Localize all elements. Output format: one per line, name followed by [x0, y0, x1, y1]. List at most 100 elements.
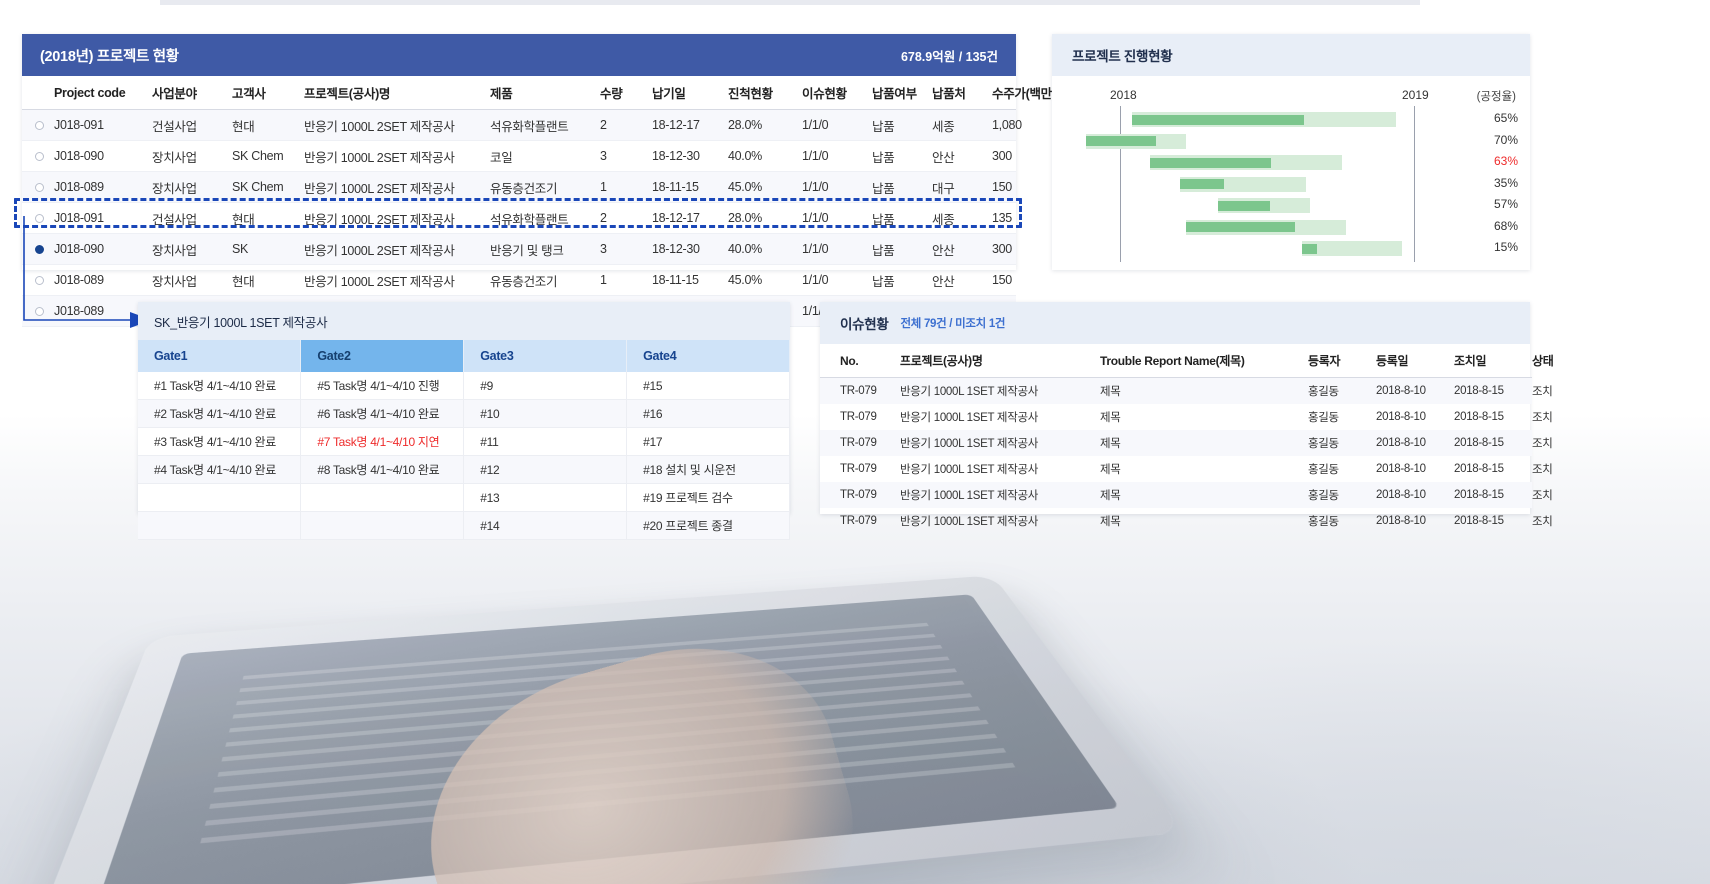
cell-issue: 1/1/0	[802, 180, 829, 194]
cell-product: 석유화학플랜트	[490, 212, 569, 227]
gate-task-cell[interactable]: #5 Task명 4/1~4/10 진행	[300, 372, 465, 400]
col-project-code[interactable]: Project code	[54, 76, 152, 110]
col-order-price[interactable]: 수주가(백만)	[992, 76, 1056, 110]
gate-table-header-row: Gate1 Gate2 Gate3 Gate4	[138, 340, 790, 372]
col-issue-actiondate[interactable]: 조치일	[1454, 344, 1532, 378]
issue-table-header-row: No. 프로젝트(공사)명 Trouble Report Name(제목) 등록…	[820, 344, 1554, 378]
col-project-name[interactable]: 프로젝트(공사)명	[304, 76, 490, 110]
gantt-bar-progress	[1086, 136, 1156, 146]
table-row[interactable]: TR-079 반응기 1000L 1SET 제작공사 제목 홍길동 2018-8-10 2…	[820, 456, 1553, 482]
gantt-bar-track[interactable]	[1302, 241, 1402, 256]
table-row[interactable]: J018-091 건설사업 현대 반응기 1000L 2SET 제작공사 석유화학플랜트…	[22, 109, 1022, 141]
col-issue-regdate[interactable]: 등록일	[1376, 344, 1454, 378]
table-row[interactable]: J018-089 장치사업 SK Chem 반응기 1000L 2SET 제작공사 유동…	[22, 171, 1016, 203]
col-product[interactable]: 제품	[490, 76, 600, 110]
gate-task-cell[interactable]: #7 Task명 4/1~4/10 지연	[300, 427, 465, 456]
radio-icon[interactable]	[35, 214, 44, 224]
gate-task-cell[interactable]: #10	[463, 399, 628, 428]
table-row[interactable]: #3 Task명 4/1~4/10 완료 #7 Task명 4/1~4/10 지연…	[138, 427, 790, 456]
radio-icon[interactable]	[35, 307, 44, 317]
cell-issue: 1/1/0	[802, 211, 829, 225]
cell-issue-actiondate: 2018-8-15	[1454, 463, 1504, 475]
row-select-radio[interactable]	[22, 234, 54, 265]
row-select-radio[interactable]	[22, 141, 54, 172]
gate-column-header-3[interactable]: Gate3	[463, 340, 628, 372]
radio-icon[interactable]	[35, 245, 44, 255]
gate-task-cell[interactable]: #14	[463, 511, 628, 540]
cell-order-price: 300	[992, 149, 1012, 163]
gate-task-cell[interactable]: #13	[463, 483, 628, 512]
table-row[interactable]: TR-079 반응기 1000L 1SET 제작공사 제목 홍길동 2018-8-10 2…	[820, 508, 1553, 534]
gate-task-cell[interactable]: #15	[626, 372, 790, 400]
table-row[interactable]: TR-079 반응기 1000L 1SET 제작공사 제목 홍길동 2018-8-10 2…	[820, 404, 1553, 430]
col-progress[interactable]: 진척현황	[728, 76, 802, 110]
table-row[interactable]: #2 Task명 4/1~4/10 완료 #6 Task명 4/1~4/10 완료…	[138, 399, 790, 428]
gate-task-cell[interactable]: #12	[463, 455, 628, 484]
radio-icon[interactable]	[35, 121, 44, 131]
gate-task-cell[interactable]: #2 Task명 4/1~4/10 완료	[138, 399, 302, 428]
gate-task-cell[interactable]: #11	[463, 427, 628, 456]
col-issue-writer[interactable]: 등록자	[1308, 344, 1376, 378]
gantt-bar-progress	[1302, 243, 1317, 254]
table-row[interactable]: J018-091 건설사업 현대 반응기 1000L 2SET 제작공사 석유화학플랜트…	[22, 203, 1016, 234]
col-quantity[interactable]: 수량	[600, 76, 652, 110]
cell-delivered: 납품	[872, 243, 895, 258]
gate-task-cell[interactable]: #16	[626, 399, 790, 428]
cell-quantity: 1	[600, 180, 607, 194]
table-row[interactable]: J018-090 장치사업 SK Chem 반응기 1000L 2SET 제작공사 코일…	[22, 141, 1016, 172]
gate-task-cell[interactable]: #9	[463, 372, 628, 400]
col-business-field[interactable]: 사업분야	[152, 76, 232, 110]
table-row[interactable]: #1 Task명 4/1~4/10 완료 #5 Task명 4/1~4/10 진행…	[138, 372, 790, 400]
cell-quantity: 3	[600, 149, 607, 163]
table-row[interactable]: #4 Task명 4/1~4/10 완료 #8 Task명 4/1~4/10 완료…	[138, 455, 790, 484]
cell-issue: 1/1/0	[802, 242, 829, 256]
cell-issue-no: TR-079	[840, 437, 877, 449]
col-delivered[interactable]: 납품여부	[872, 76, 932, 110]
cell-issue-no: TR-079	[840, 463, 877, 475]
gate-column-header-2[interactable]: Gate2	[300, 340, 465, 372]
table-row[interactable]: #14 #20 프로젝트 종결	[138, 511, 790, 540]
col-issue-no[interactable]: No.	[820, 344, 900, 378]
gate-column-header-4[interactable]: Gate4	[626, 340, 790, 372]
gate-task-cell[interactable]: #8 Task명 4/1~4/10 완료	[300, 455, 465, 484]
cell-business-field: 장치사업	[152, 181, 197, 196]
gate-task-cell[interactable]: #1 Task명 4/1~4/10 완료	[138, 372, 302, 400]
radio-icon[interactable]	[35, 152, 44, 162]
issue-status-panel: 이슈현황 전체 79건 / 미조치 1건 No. 프로젝트(공사)명 Troub…	[820, 302, 1554, 528]
cell-issue-actiondate: 2018-8-15	[1454, 489, 1504, 501]
gate-task-cell[interactable]: #6 Task명 4/1~4/10 완료	[300, 399, 465, 428]
col-due-date[interactable]: 납기일	[652, 76, 728, 110]
col-delivery-place[interactable]: 납품처	[932, 76, 992, 110]
table-row[interactable]: TR-079 반응기 1000L 1SET 제작공사 제목 홍길동 2018-8-10 2…	[820, 482, 1553, 508]
gate-task-cell[interactable]: #20 프로젝트 종결	[626, 511, 790, 540]
row-select-radio[interactable]	[22, 265, 54, 296]
col-issue-report[interactable]: Trouble Report Name(제목)	[1100, 344, 1308, 378]
table-row[interactable]: TR-079 반응기 1000L 1SET 제작공사 제목 홍길동 2018-8-10 2…	[820, 377, 1553, 404]
col-issue-project[interactable]: 프로젝트(공사)명	[900, 344, 1100, 378]
col-issue[interactable]: 이슈현황	[802, 76, 872, 110]
cell-project-code: J018-091	[54, 211, 104, 225]
cell-due-date: 18-12-30	[652, 149, 700, 163]
cell-issue-regdate: 2018-8-10	[1376, 385, 1426, 397]
row-select-radio[interactable]	[22, 296, 54, 327]
table-row[interactable]: #13 #19 프로젝트 검수	[138, 483, 790, 512]
gate-task-cell[interactable]: #3 Task명 4/1~4/10 완료	[138, 427, 302, 456]
radio-icon[interactable]	[35, 183, 44, 193]
gate-column-header-1[interactable]: Gate1	[138, 340, 302, 372]
gate-task-cell[interactable]: #19 프로젝트 검수	[626, 483, 790, 512]
table-row[interactable]: J018-090 장치사업 SK 반응기 1000L 2SET 제작공사 반응기 및 탱…	[22, 233, 1016, 265]
cell-issue-no: TR-079	[840, 411, 877, 423]
radio-icon[interactable]	[35, 276, 44, 286]
row-select-radio[interactable]	[22, 110, 54, 141]
gate-task-cell[interactable]: #18 설치 및 시운전	[626, 455, 790, 484]
table-row[interactable]: TR-079 반응기 1000L 1SET 제작공사 제목 홍길동 2018-8-10 2…	[820, 430, 1553, 456]
table-row[interactable]: J018-089 장치사업 현대 반응기 1000L 2SET 제작공사 유동층건조기 1…	[22, 265, 1016, 296]
gate-task-cell[interactable]: #4 Task명 4/1~4/10 완료	[138, 455, 302, 484]
gate-task-cell[interactable]: #17	[626, 427, 790, 456]
cell-order-price: 1,080	[992, 118, 1022, 132]
cell-progress: 45.0%	[728, 273, 762, 287]
cell-product: 유동층건조기	[490, 181, 558, 196]
col-client[interactable]: 고객사	[232, 76, 304, 110]
row-select-radio[interactable]	[22, 172, 54, 203]
row-select-radio[interactable]	[22, 203, 54, 234]
